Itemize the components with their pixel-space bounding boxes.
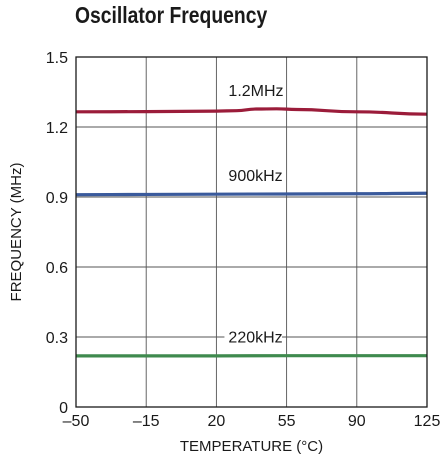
y-tick-label: 0 <box>59 400 68 417</box>
y-tick-label: 0.9 <box>46 190 68 207</box>
x-tick-label: 55 <box>278 413 296 430</box>
grid <box>76 57 427 407</box>
chart-title: Oscillator Frequency <box>75 2 268 28</box>
y-tick-label: 0.6 <box>46 260 68 277</box>
series-label-bg <box>224 81 283 102</box>
series-layer <box>75 107 428 358</box>
x-tick-label: 20 <box>208 413 226 430</box>
series-line <box>75 191 428 197</box>
series-labels: 1.2MHz 900kHz 220kHz <box>224 81 284 348</box>
y-tick-label: 0.3 <box>46 330 68 347</box>
y-tick-labels: 0 0.3 0.6 0.9 1.2 1.5 <box>46 50 68 417</box>
x-tick-label: –50 <box>63 413 90 430</box>
y-axis-label: FREQUENCY (MHz) <box>8 163 25 302</box>
series-label-bg <box>224 327 283 348</box>
y-tick-label: 1.5 <box>46 50 68 67</box>
series-label: 1.2MHz <box>228 83 283 100</box>
x-tick-labels: –50 –15 20 55 90 125 <box>63 413 441 430</box>
x-tick-label: –15 <box>133 413 160 430</box>
series-label: 900kHz <box>228 168 282 185</box>
series-line <box>75 107 428 116</box>
series-label-bg <box>224 165 283 186</box>
series-label: 220kHz <box>228 330 282 347</box>
y-tick-label: 1.2 <box>46 120 68 137</box>
x-axis-label: TEMPERATURE (°C) <box>180 438 323 455</box>
plot-frame <box>75 56 428 408</box>
x-tick-label: 125 <box>414 413 441 430</box>
x-tick-label: 90 <box>348 413 366 430</box>
